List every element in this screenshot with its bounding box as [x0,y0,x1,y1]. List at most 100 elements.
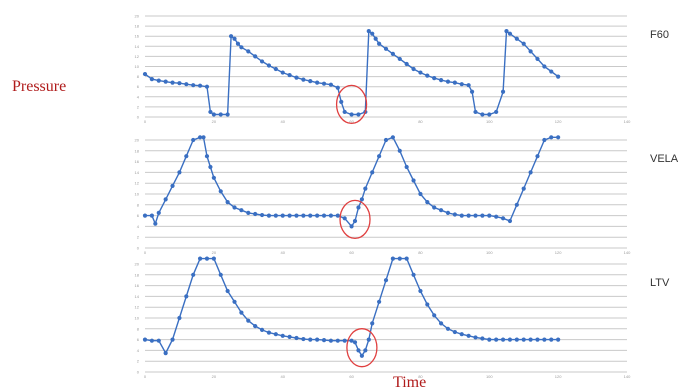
data-point [191,137,196,143]
data-point [480,112,485,117]
data-point [191,83,196,88]
data-point [556,74,561,79]
data-point [335,85,340,90]
data-point [452,329,457,335]
data-point [404,256,409,261]
data-point [342,338,347,343]
data-point [411,272,416,277]
data-point [149,77,154,82]
x-tick-label: 0 [144,250,147,255]
data-point [397,148,402,153]
data-point [363,186,368,191]
data-point [397,256,402,261]
data-point [170,183,175,188]
data-point [521,41,526,46]
data-point [301,336,306,342]
data-point [315,337,320,342]
data-point [352,218,358,224]
y-tick-label: 14 [135,44,140,49]
data-point [390,256,395,261]
data-point [438,321,444,326]
data-point [459,82,464,87]
data-point [514,202,519,207]
data-point [459,213,464,218]
y-tick-label: 18 [135,24,140,29]
x-tick-label: 40 [280,374,285,379]
data-point [259,327,265,332]
data-point [287,213,292,218]
data-point [418,70,423,75]
data-point [287,72,292,78]
data-point [411,178,416,183]
data-point [177,170,182,175]
y-tick-label: 16 [135,34,140,39]
y-tick-label: 6 [137,337,140,342]
data-point [280,333,285,338]
data-point [404,164,409,170]
y-tick-label: 0 [137,246,140,251]
data-point [356,112,361,117]
data-point [315,80,320,85]
data-point [425,200,430,205]
y-tick-label: 0 [137,115,140,120]
data-point [266,63,272,68]
data-point [232,299,237,304]
data-point [487,337,492,342]
data-point [239,310,244,315]
y-tick-label: 4 [137,348,140,353]
data-point [287,334,292,339]
data-point [335,213,340,218]
data-point [328,82,334,87]
y-tick-label: 20 [135,14,140,19]
data-point [315,213,320,218]
data-point [356,348,361,353]
data-point [452,212,457,217]
y-tick-label: 2 [137,235,140,240]
y-tick-label: 12 [135,305,140,310]
data-point [466,333,471,338]
data-point [253,54,258,59]
data-point [473,109,478,115]
x-axis-label: Time [393,374,426,390]
series-line-ltv [144,257,559,358]
x-tick-label: 0 [144,374,147,379]
data-point [549,135,554,140]
y-tick-label: 16 [135,283,140,288]
data-point [390,51,395,56]
data-point [339,99,344,104]
data-point [211,256,216,261]
data-point [342,216,347,221]
data-point [301,77,306,82]
data-point [197,256,203,261]
y-tick-label: 18 [135,272,140,277]
data-point [253,211,258,217]
data-point [273,332,278,337]
data-point [445,326,451,331]
highlight-circle [346,328,378,368]
data-point [294,75,299,80]
x-tick-label: 20 [212,250,217,255]
x-tick-label: 0 [144,119,147,124]
x-tick-label: 20 [212,374,217,379]
data-point [432,313,437,318]
data-point [328,338,334,343]
data-point [239,45,244,50]
data-point [452,80,457,85]
y-tick-label: 16 [135,159,140,164]
data-point [246,318,251,323]
data-point [142,337,148,342]
panel-label: LTV [650,277,670,289]
y-tick-label: 12 [135,54,140,59]
data-point [469,89,475,94]
y-tick-label: 4 [137,224,140,229]
data-point [328,213,334,218]
data-point [170,337,175,342]
data-point [352,340,358,345]
data-point [366,337,371,342]
data-point [208,164,213,170]
data-point [211,112,216,117]
x-tick-label: 120 [555,250,562,255]
data-point [273,213,278,218]
data-point [218,272,223,277]
data-point [273,66,278,72]
